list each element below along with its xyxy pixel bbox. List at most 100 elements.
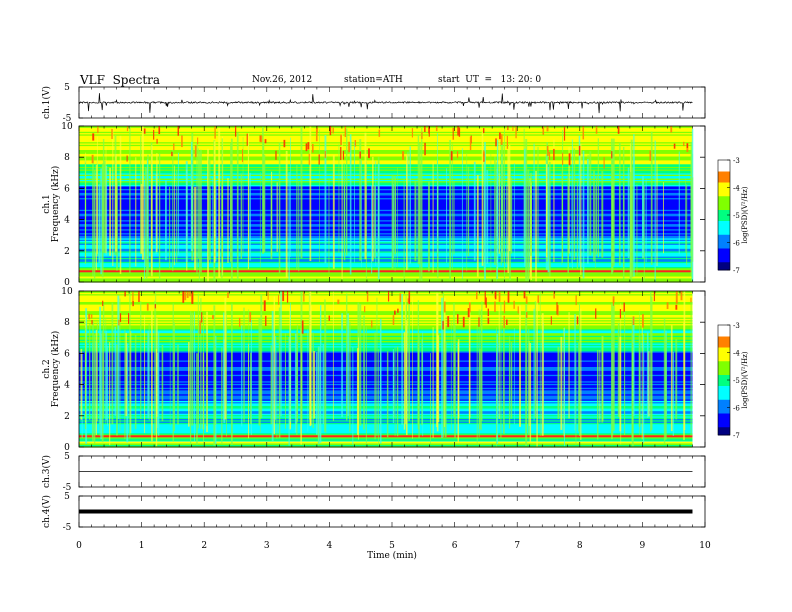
spectrogram-band xyxy=(79,184,693,187)
sferic-streak xyxy=(553,139,555,263)
spectrogram-band xyxy=(79,128,693,131)
spectrogram-band xyxy=(79,293,693,296)
colorbar-swatch xyxy=(718,162,730,166)
sferic-streak xyxy=(324,135,327,264)
psd-peak xyxy=(153,129,155,140)
sferic-streak xyxy=(274,336,277,420)
sferic-streak xyxy=(315,352,318,435)
y-tick-label: 10 xyxy=(61,287,73,297)
sferic-streak xyxy=(230,303,233,445)
spectrogram-band xyxy=(79,244,693,247)
spectrogram-band xyxy=(79,136,693,139)
colorbar-swatch xyxy=(718,215,730,219)
sferic-streak xyxy=(332,291,334,421)
sferic-streak xyxy=(476,325,478,445)
spectrogram-band xyxy=(79,141,693,144)
colorbar-tick-label: -5 xyxy=(733,212,740,220)
y-tick-label: 10 xyxy=(61,122,73,132)
spectrogram-band xyxy=(79,256,693,258)
spectrogram-band xyxy=(79,415,693,418)
spectrogram-band xyxy=(79,231,693,234)
spectrogram-band xyxy=(79,162,693,165)
psd-peak xyxy=(199,320,201,334)
colorbar-swatch xyxy=(718,347,730,351)
sferic-streak xyxy=(212,177,213,255)
sferic-streak xyxy=(324,299,326,432)
sferic-streak xyxy=(130,331,132,434)
spectrogram-band xyxy=(79,209,693,212)
sferic-streak xyxy=(249,172,251,261)
y-tick-label: 8 xyxy=(64,153,70,163)
sferic-streak xyxy=(247,133,250,270)
psd-peak xyxy=(483,152,485,162)
spectrogram-band xyxy=(79,220,693,223)
colorbar-swatch xyxy=(718,371,730,375)
spectrogram-band xyxy=(79,418,693,421)
spectrogram-band xyxy=(79,322,693,325)
sferic-streak xyxy=(92,156,94,277)
psd-peak xyxy=(487,308,490,317)
spectrogram-band xyxy=(79,431,693,434)
psd-peak xyxy=(92,133,95,141)
colorbar-swatch xyxy=(718,193,730,197)
colorbar-swatch xyxy=(718,209,730,213)
psd-peak xyxy=(119,313,122,322)
psd-peak xyxy=(503,300,506,314)
psd-peak xyxy=(442,320,444,330)
sferic-streak xyxy=(213,305,216,446)
psd-peak xyxy=(308,153,310,166)
sferic-streak xyxy=(356,348,359,435)
colorbar-swatch xyxy=(718,404,730,408)
spectrogram-band xyxy=(79,365,693,367)
psd-peak xyxy=(128,313,130,324)
sferic-streak xyxy=(528,341,530,426)
psd-peak xyxy=(181,135,183,148)
spectrogram-band xyxy=(79,298,693,301)
psd-peak xyxy=(499,132,501,140)
colorbar-swatch xyxy=(718,336,730,340)
colorbar-label: log(PSD)(V²/Hz) xyxy=(741,186,749,243)
y-axis-label: Frequency (kHz) xyxy=(50,331,61,408)
sferic-streak xyxy=(567,173,569,273)
spectrogram-band xyxy=(79,391,693,393)
colorbar-swatch xyxy=(718,187,730,191)
sferic-streak xyxy=(568,312,570,419)
sferic-streak xyxy=(642,176,644,258)
sferic-streak xyxy=(541,313,544,436)
colorbar-swatch xyxy=(718,380,730,384)
sferic-streak xyxy=(129,126,131,274)
psd-peak xyxy=(371,320,373,328)
colorbar-swatch xyxy=(718,360,730,364)
colorbar-swatch xyxy=(718,421,730,425)
psd-peak xyxy=(575,295,577,306)
spectrogram-band xyxy=(79,354,693,357)
psd-peak xyxy=(482,128,485,134)
sferic-streak xyxy=(596,175,598,255)
y-tick-label: 5 xyxy=(64,452,70,462)
sferic-streak xyxy=(481,301,483,422)
colorbar-swatch xyxy=(718,382,730,386)
spectrogram-band xyxy=(79,337,693,340)
sferic-streak xyxy=(646,331,649,418)
sferic-streak xyxy=(647,351,650,417)
y-tick-label: 8 xyxy=(64,318,70,328)
sferic-streak xyxy=(597,138,599,258)
psd-peak xyxy=(143,128,146,134)
spectrogram-band xyxy=(79,344,693,347)
psd-peak xyxy=(368,148,370,159)
sferic-streak xyxy=(568,147,570,254)
spectrogram-band xyxy=(79,227,693,230)
sferic-streak xyxy=(633,156,635,277)
spectrogram-band xyxy=(79,196,693,199)
sferic-streak xyxy=(169,338,171,426)
sferic-streak xyxy=(601,336,604,423)
spectrogram-band xyxy=(79,410,693,413)
spectrogram-band xyxy=(79,335,693,338)
sferic-streak xyxy=(105,330,108,421)
spectrogram-band xyxy=(79,313,693,315)
spectrogram-band xyxy=(79,265,693,267)
spectrogram-band xyxy=(79,371,693,374)
spectrogram-band xyxy=(79,323,693,326)
sferic-streak xyxy=(510,342,513,419)
spectrogram-band xyxy=(79,339,693,341)
